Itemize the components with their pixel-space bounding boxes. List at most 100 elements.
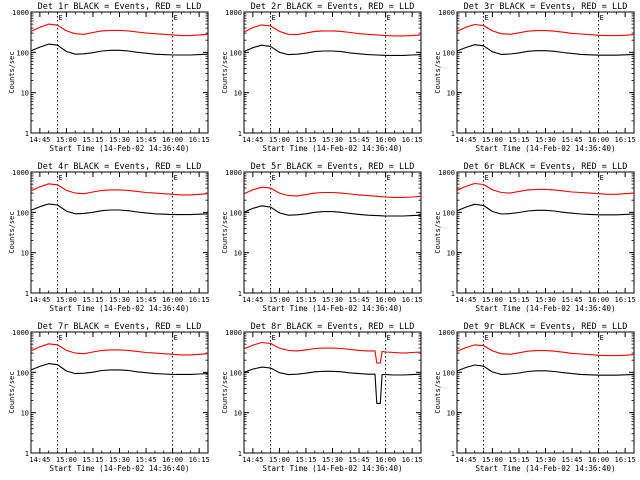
y-tick-label: 1 <box>238 290 242 298</box>
x-tick-label: 15:30 <box>322 136 343 144</box>
x-tick-label: 15:00 <box>482 456 503 464</box>
lld-rate-line <box>456 344 635 357</box>
y-tick-label: 100 <box>16 49 29 57</box>
y-tick-label: 1 <box>25 290 29 298</box>
y-tick-label: 10 <box>234 250 242 258</box>
y-tick-label: 100 <box>16 209 29 217</box>
panel-title: Det 2r BLACK = Events, RED = LLD <box>251 2 415 12</box>
y-tick-label: 10 <box>447 250 455 258</box>
panel-title: Det 8r BLACK = Events, RED = LLD <box>251 322 415 332</box>
x-tick-label: 16:00 <box>588 296 609 304</box>
event-marker-label: E <box>387 334 391 342</box>
lld-rate-line <box>243 341 422 364</box>
lld-rate-line <box>30 23 209 37</box>
event-marker-label: E <box>59 334 63 342</box>
x-tick-label: 15:45 <box>349 136 370 144</box>
x-axis-label: Start Time (14-Feb-02 14:36:40) <box>50 144 190 153</box>
y-tick-label: 10 <box>21 90 29 98</box>
x-tick-label: 15:45 <box>562 296 583 304</box>
x-tick-label: 15:00 <box>269 296 290 304</box>
x-tick-label: 16:00 <box>588 136 609 144</box>
x-tick-label: 15:30 <box>109 136 130 144</box>
x-tick-label: 15:45 <box>136 136 157 144</box>
y-tick-label: 1000 <box>12 169 29 177</box>
x-tick-label: 16:00 <box>375 296 396 304</box>
x-tick-label: 16:15 <box>189 296 210 304</box>
x-tick-label: 15:00 <box>482 296 503 304</box>
panel-title: Det 4r BLACK = Events, RED = LLD <box>38 162 202 172</box>
x-tick-label: 15:00 <box>482 136 503 144</box>
x-tick-label: 15:45 <box>136 456 157 464</box>
y-tick-label: 1000 <box>225 169 242 177</box>
x-tick-label: 15:00 <box>56 456 77 464</box>
y-tick-label: 100 <box>229 209 242 217</box>
y-tick-label: 1000 <box>438 329 455 337</box>
x-tick-label: 15:45 <box>136 296 157 304</box>
x-tick-label: 15:30 <box>109 296 130 304</box>
y-axis-label: Counts/sec <box>8 371 16 413</box>
lld-rate-line <box>243 186 422 198</box>
event-marker-label: E <box>59 174 63 182</box>
x-tick-label: 16:00 <box>375 136 396 144</box>
x-tick-label: 15:00 <box>56 136 77 144</box>
y-tick-label: 1 <box>451 130 455 138</box>
x-tick-label: 15:30 <box>322 456 343 464</box>
event-marker-label: E <box>600 334 604 342</box>
event-marker-label: E <box>485 334 489 342</box>
x-tick-label: 16:00 <box>588 456 609 464</box>
x-tick-label: 15:45 <box>349 296 370 304</box>
panel-title: Det 1r BLACK = Events, RED = LLD <box>38 2 202 12</box>
x-tick-label: 15:00 <box>269 136 290 144</box>
y-axis-label: Counts/sec <box>221 371 229 413</box>
x-tick-label: 15:30 <box>109 456 130 464</box>
y-tick-label: 10 <box>21 410 29 418</box>
x-axis-label: Start Time (14-Feb-02 14:36:40) <box>476 144 616 153</box>
detector-panel-8: Det 8r BLACK = Events, RED = LLD 1 10 100 10… <box>221 322 423 473</box>
event-marker-label: E <box>485 174 489 182</box>
y-tick-label: 1 <box>25 450 29 458</box>
event-marker-label: E <box>600 14 604 22</box>
panel-title: Det 7r BLACK = Events, RED = LLD <box>38 322 202 332</box>
x-tick-label: 14:45 <box>455 296 476 304</box>
y-tick-label: 100 <box>442 369 455 377</box>
y-axis-label: Counts/sec <box>221 51 229 93</box>
lld-rate-line <box>243 24 422 37</box>
y-tick-label: 1 <box>25 130 29 138</box>
y-tick-label: 1000 <box>438 9 455 17</box>
x-tick-label: 15:30 <box>535 456 556 464</box>
x-tick-label: 14:45 <box>29 296 50 304</box>
event-marker-label: E <box>600 174 604 182</box>
x-tick-label: 15:15 <box>295 136 316 144</box>
y-axis-label: Counts/sec <box>8 51 16 93</box>
x-tick-label: 15:45 <box>349 456 370 464</box>
panel-title: Det 9r BLACK = Events, RED = LLD <box>464 322 628 332</box>
events-rate-line <box>456 364 635 376</box>
panel-title: Det 3r BLACK = Events, RED = LLD <box>464 2 628 12</box>
x-tick-label: 15:00 <box>269 456 290 464</box>
events-rate-line <box>30 203 209 216</box>
detector-panel-9: Det 9r BLACK = Events, RED = LLD 1 10 100 10… <box>434 322 636 473</box>
x-tick-label: 14:45 <box>242 136 263 144</box>
y-tick-label: 10 <box>447 410 455 418</box>
x-tick-label: 14:45 <box>29 136 50 144</box>
y-axis-label: Counts/sec <box>434 51 442 93</box>
x-tick-label: 15:15 <box>82 136 103 144</box>
x-tick-label: 15:45 <box>562 136 583 144</box>
x-tick-label: 14:45 <box>242 296 263 304</box>
event-marker-label: E <box>387 174 391 182</box>
x-axis-label: Start Time (14-Feb-02 14:36:40) <box>476 464 616 473</box>
x-tick-label: 15:15 <box>295 296 316 304</box>
x-tick-label: 15:15 <box>508 136 529 144</box>
events-rate-line <box>30 43 209 56</box>
detector-panel-5: Det 5r BLACK = Events, RED = LLD 1 10 100 10… <box>221 162 423 313</box>
y-axis-label: Counts/sec <box>434 371 442 413</box>
y-tick-label: 1000 <box>12 329 29 337</box>
x-tick-label: 15:15 <box>82 456 103 464</box>
y-axis-label: Counts/sec <box>8 211 16 253</box>
x-tick-label: 15:15 <box>295 456 316 464</box>
detector-panel-6: Det 6r BLACK = Events, RED = LLD 1 10 100 10… <box>434 162 636 313</box>
y-tick-label: 10 <box>234 90 242 98</box>
y-tick-label: 100 <box>229 49 242 57</box>
event-marker-label: E <box>272 174 276 182</box>
